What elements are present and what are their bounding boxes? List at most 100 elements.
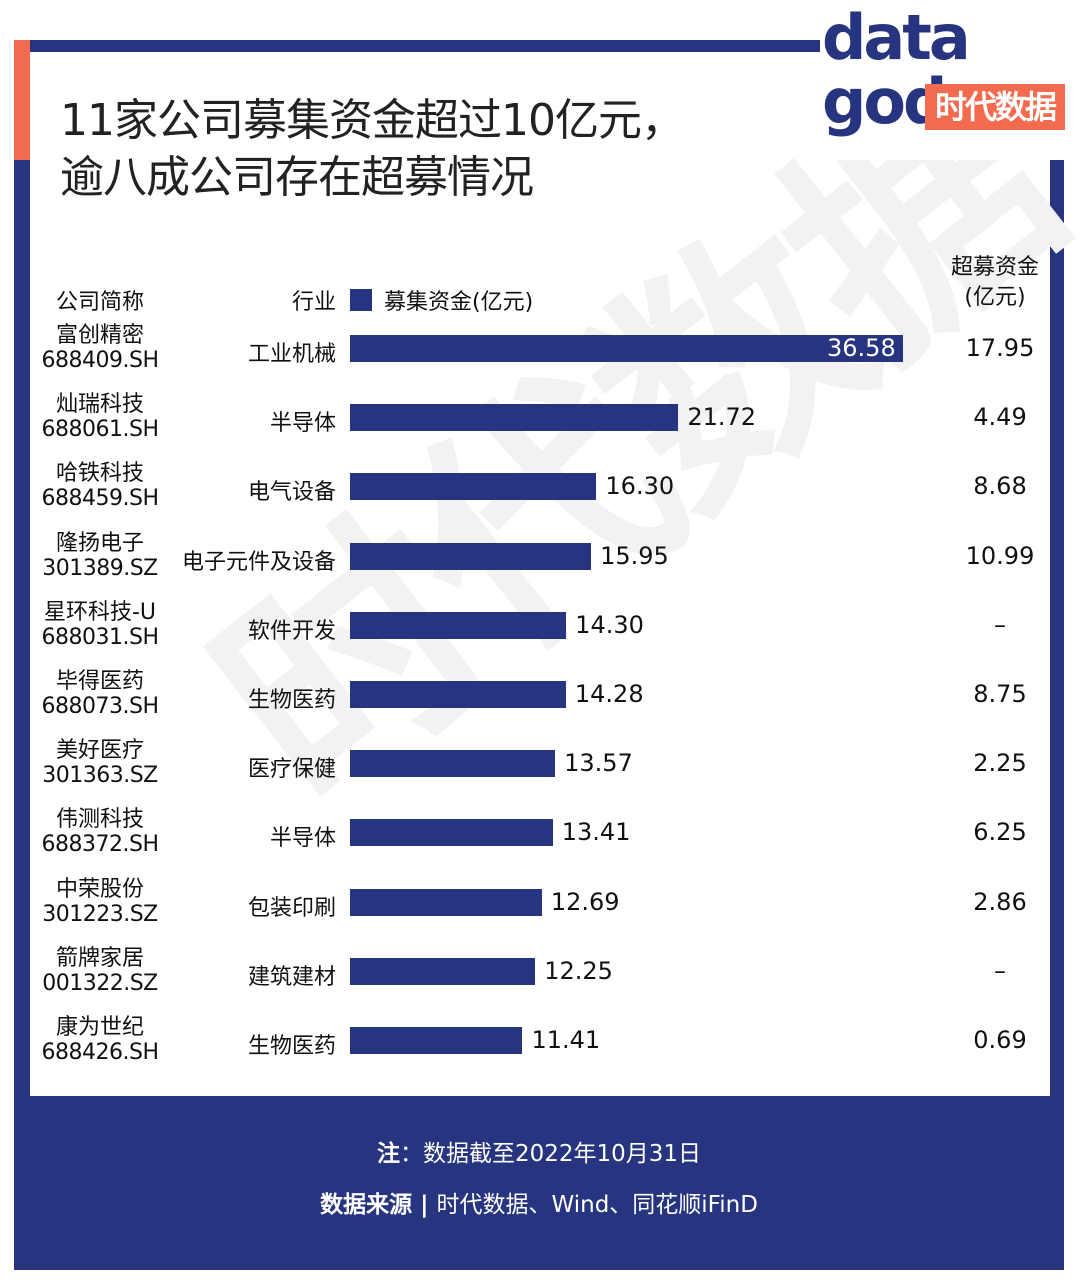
bar — [350, 819, 553, 847]
footer-source: 数据来源 | 时代数据、Wind、同花顺iFinD — [14, 1185, 1064, 1219]
company-cell: 毕得医药 688073.SH — [30, 669, 170, 719]
excess-value: 6.25 — [973, 818, 1027, 847]
source-text: 时代数据、Wind、同花顺iFinD — [436, 1192, 758, 1218]
industry-label: 工业机械 — [247, 342, 336, 367]
company-name: 中荣股份 — [55, 876, 144, 902]
source-separator: | — [412, 1192, 437, 1218]
title-line-2: 逾八成公司存在超募情况 — [60, 152, 534, 203]
header-excess: 超募资金 (亿元) — [940, 253, 1050, 313]
excess-value: – — [994, 956, 1006, 985]
company-code: 301223.SZ — [42, 901, 158, 927]
logo-word-line1: data — [822, 1, 971, 74]
company-cell: 美好医疗 301363.SZ — [30, 738, 170, 788]
chart-title: 11家公司募集资金超过10亿元， 逾八成公司存在超募情况 — [60, 92, 800, 206]
industry-label: 半导体 — [269, 826, 336, 852]
note-label: 注 — [376, 1141, 400, 1167]
bar-value-label: 11.41 — [531, 1026, 601, 1054]
excess-value: 8.68 — [973, 472, 1027, 501]
company-code: 688459.SH — [41, 486, 159, 512]
company-code: 688426.SH — [41, 1040, 159, 1065]
bar-value-label: 21.72 — [687, 403, 757, 432]
bar-value-label: 14.28 — [574, 680, 644, 708]
source-label: 数据来源 — [320, 1192, 413, 1218]
industry-label: 生物医药 — [247, 688, 336, 713]
company-code: 688061.SH — [41, 417, 159, 443]
datagod-logo: data god — [822, 1, 971, 138]
bar — [350, 542, 592, 570]
excess-value: 4.49 — [973, 403, 1027, 432]
bar — [350, 681, 566, 708]
excess-value: 10.99 — [965, 541, 1035, 570]
company-cell: 星环科技-U 688031.SH — [30, 600, 170, 650]
company-code: 688031.SH — [41, 624, 159, 650]
company-cell: 灿瑞科技 688061.SH — [30, 392, 170, 442]
company-code: 301363.SZ — [42, 763, 158, 789]
bar-value-label: 15.95 — [600, 541, 669, 570]
logo-badge: 时代数据 — [925, 84, 1065, 130]
excess-value: 2.86 — [973, 887, 1027, 916]
industry-label: 半导体 — [269, 411, 336, 437]
company-cell: 哈铁科技 688459.SH — [30, 461, 170, 511]
excess-value: 8.75 — [973, 680, 1027, 708]
industry-label: 生物医药 — [247, 1034, 336, 1059]
company-code: 688073.SH — [41, 694, 159, 719]
company-cell: 康为世纪 688426.SH — [30, 1015, 170, 1065]
bar — [350, 404, 679, 432]
bar-value-label: 13.41 — [561, 818, 631, 847]
company-name: 箭牌家居 — [55, 945, 144, 971]
header-company: 公司简称 — [55, 290, 144, 315]
company-name: 康为世纪 — [55, 1015, 144, 1040]
legend-label: 募集资金(亿元) — [384, 290, 534, 315]
company-name: 美好医疗 — [55, 738, 144, 764]
company-name: 星环科技-U — [43, 599, 157, 625]
company-code: 688372.SH — [41, 832, 159, 858]
bar-value-label: 14.30 — [575, 610, 644, 639]
bar — [350, 888, 542, 916]
company-cell: 伟测科技 688372.SH — [30, 807, 170, 857]
industry-label: 软件开发 — [247, 618, 336, 644]
bar — [350, 473, 597, 501]
company-name: 哈铁科技 — [55, 461, 144, 487]
company-name: 灿瑞科技 — [55, 392, 144, 418]
bar-value-label: 12.69 — [550, 887, 620, 916]
company-name: 富创精密 — [55, 323, 144, 348]
excess-value: 0.69 — [973, 1026, 1027, 1054]
company-name: 伟测科技 — [55, 807, 144, 833]
company-name: 毕得医药 — [55, 669, 144, 694]
header-industry: 行业 — [291, 290, 336, 315]
company-name: 隆扬电子 — [55, 530, 144, 556]
header-excess-line2: (亿元) — [964, 285, 1026, 310]
bar-value-label: 13.57 — [564, 749, 633, 778]
company-code: 001322.SZ — [42, 970, 158, 996]
excess-value: 17.95 — [965, 334, 1035, 362]
company-cell: 富创精密 688409.SH — [30, 323, 170, 373]
chart-panel — [30, 52, 1050, 1096]
bar — [350, 611, 567, 639]
excess-value: 2.25 — [973, 749, 1027, 778]
industry-label: 建筑建材 — [247, 964, 336, 990]
company-code: 301389.SZ — [42, 555, 158, 581]
header-excess-line1: 超募资金 — [950, 255, 1039, 280]
company-cell: 隆扬电子 301389.SZ — [30, 531, 170, 581]
logo-area — [820, 0, 1070, 160]
bar — [350, 750, 556, 778]
company-cell: 箭牌家居 001322.SZ — [30, 946, 170, 996]
note-text: 数据截至2022年10月31日 — [422, 1141, 702, 1167]
industry-label: 电气设备 — [247, 480, 336, 506]
industry-label: 医疗保健 — [247, 757, 336, 783]
bar — [350, 957, 536, 985]
logo-word-line2: god — [822, 65, 947, 138]
bar — [350, 1027, 523, 1054]
legend-swatch — [350, 289, 372, 311]
bar-value-label: 16.30 — [605, 472, 675, 501]
industry-label: 电子元件及设备 — [181, 549, 336, 575]
bar-value-label: 36.58 — [827, 334, 896, 362]
company-code: 688409.SH — [41, 348, 159, 373]
industry-label: 包装印刷 — [247, 895, 336, 921]
title-line-1: 11家公司募集资金超过10亿元， — [60, 95, 685, 146]
company-cell: 中荣股份 301223.SZ — [30, 877, 170, 927]
bar-value-label: 12.25 — [544, 956, 613, 985]
bar — [350, 335, 903, 362]
note-separator: ： — [399, 1141, 423, 1167]
footer-note: 注：数据截至2022年10月31日 — [14, 1134, 1064, 1168]
